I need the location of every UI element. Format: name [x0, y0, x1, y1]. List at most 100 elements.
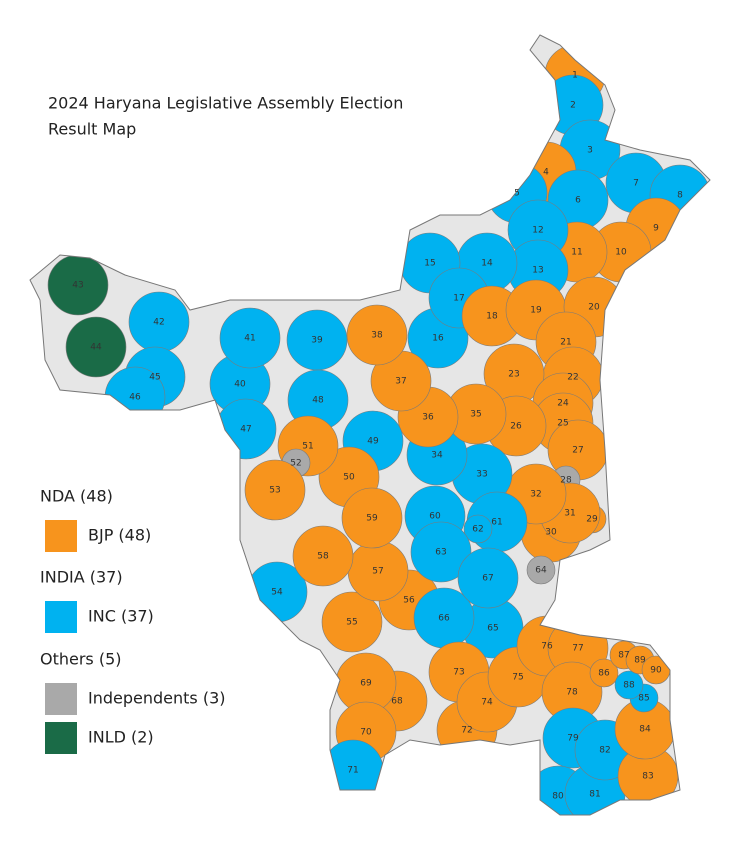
- constituency-label: 89: [634, 656, 646, 666]
- constituency-label: 2: [570, 101, 576, 111]
- constituency-label: 41: [244, 334, 255, 344]
- state-border: [29, 34, 711, 816]
- constituency: [589, 658, 619, 688]
- constituency: [526, 555, 556, 585]
- constituency-label: 14: [481, 259, 493, 269]
- constituency-label: 20: [588, 303, 600, 313]
- constituency-label: 67: [482, 574, 493, 584]
- constituency-label: 4: [543, 168, 549, 178]
- constituency-label: 45: [149, 373, 160, 383]
- constituency: [244, 459, 306, 521]
- constituency-label: 77: [572, 644, 583, 654]
- constituency-label: 60: [429, 512, 441, 522]
- constituency-label: 42: [153, 318, 164, 328]
- constituency-label: 26: [510, 422, 522, 432]
- constituency-label: 35: [470, 410, 481, 420]
- constituency-label: 90: [650, 666, 662, 676]
- constituency-label: 54: [271, 588, 283, 598]
- constituency-label: 57: [372, 567, 383, 577]
- constituency: [341, 487, 403, 549]
- constituency-label: 37: [395, 377, 406, 387]
- constituency-label: 81: [589, 790, 600, 800]
- constituency: [410, 521, 472, 583]
- constituency-label: 68: [391, 697, 403, 707]
- legend-group: INDIA (37): [40, 568, 123, 587]
- constituency-label: 27: [572, 446, 583, 456]
- title-line: Result Map: [48, 120, 136, 139]
- constituency-label: 13: [532, 266, 543, 276]
- constituency-label: 3: [587, 146, 593, 156]
- legend-label: INLD (2): [88, 728, 154, 747]
- constituency-label: 73: [453, 668, 464, 678]
- constituency-label: 63: [435, 548, 446, 558]
- constituency-label: 44: [90, 343, 102, 353]
- constituency-label: 88: [623, 681, 635, 691]
- constituency-label: 24: [557, 399, 569, 409]
- constituency-label: 10: [615, 248, 627, 258]
- constituency: [614, 670, 644, 700]
- constituency-label: 79: [567, 734, 579, 744]
- constituency-label: 32: [530, 490, 541, 500]
- constituency: [346, 304, 408, 366]
- constituency-label: 59: [366, 514, 378, 524]
- constituency: [219, 307, 281, 369]
- constituency-label: 64: [535, 566, 547, 576]
- legend-label: BJP (48): [88, 526, 151, 545]
- constituency-label: 78: [566, 688, 578, 698]
- constituency-label: 48: [312, 396, 324, 406]
- constituency-label: 86: [598, 669, 610, 679]
- constituency-label: 61: [491, 518, 502, 528]
- constituency-label: 53: [269, 486, 280, 496]
- constituency-label: 58: [317, 552, 329, 562]
- constituency-label: 7: [633, 179, 639, 189]
- constituency-label: 70: [360, 728, 372, 738]
- constituency-label: 34: [431, 451, 443, 461]
- constituency: [457, 547, 519, 609]
- constituency-label: 31: [564, 509, 575, 519]
- constituency-label: 75: [512, 673, 523, 683]
- constituency-label: 21: [560, 338, 571, 348]
- constituency-label: 74: [481, 698, 493, 708]
- constituency-label: 16: [432, 334, 444, 344]
- constituency: [321, 591, 383, 653]
- constituency-label: 55: [346, 618, 357, 628]
- constituency-label: 8: [677, 191, 683, 201]
- constituency-label: 46: [129, 393, 141, 403]
- constituency-label: 11: [571, 248, 582, 258]
- constituency-label: 50: [343, 473, 355, 483]
- constituency-label: 62: [472, 525, 483, 535]
- constituency-label: 80: [552, 792, 564, 802]
- constituency-label: 1: [572, 71, 578, 81]
- constituency-label: 76: [541, 642, 553, 652]
- constituency-label: 18: [486, 312, 498, 322]
- constituency-label: 17: [453, 294, 464, 304]
- constituency: [292, 525, 354, 587]
- constituency-label: 33: [476, 470, 487, 480]
- legend-swatch: [45, 601, 77, 633]
- constituency-label: 69: [360, 679, 372, 689]
- constituency-label: 51: [302, 442, 313, 452]
- constituency-label: 49: [367, 437, 379, 447]
- constituency-label: 72: [461, 726, 472, 736]
- constituency-label: 28: [560, 476, 572, 486]
- constituency: [65, 316, 127, 378]
- constituency-label: 85: [638, 694, 649, 704]
- legend-label: INC (37): [88, 607, 154, 626]
- legend: NDA (48) BJP (48) INDIA (37) INC (37) Others…: [40, 487, 226, 754]
- constituency-label: 39: [311, 336, 323, 346]
- constituency-label: 87: [618, 651, 629, 661]
- title-line: 2024 Haryana Legislative Assembly Electi…: [48, 94, 403, 113]
- constituency: [463, 514, 493, 544]
- constituency-label: 5: [514, 189, 520, 199]
- constituency-label: 36: [422, 413, 434, 423]
- constituency-label: 43: [72, 281, 83, 291]
- constituency-label: 25: [557, 419, 568, 429]
- constituency-label: 56: [403, 596, 415, 606]
- constituency-label: 6: [575, 196, 581, 206]
- constituency-label: 47: [240, 425, 251, 435]
- constituency-label: 52: [290, 459, 301, 469]
- constituency-label: 22: [567, 373, 578, 383]
- constituency-label: 23: [508, 370, 519, 380]
